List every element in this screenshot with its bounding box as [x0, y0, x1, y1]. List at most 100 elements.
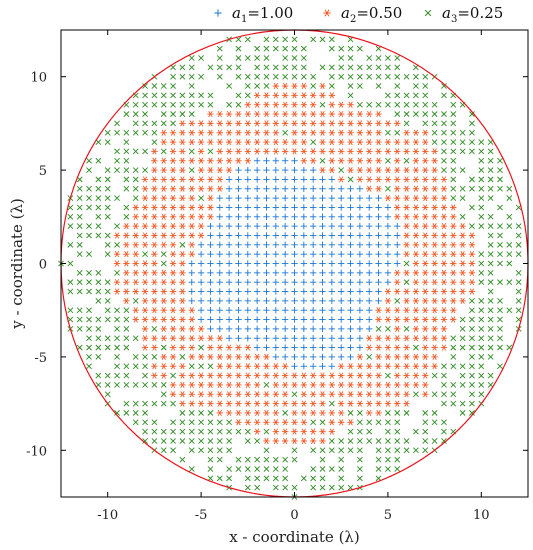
cross-marker: [207, 363, 214, 370]
asterisk-marker: [422, 213, 429, 220]
asterisk-marker: [151, 279, 158, 286]
asterisk-marker: [169, 381, 177, 389]
asterisk-marker: [281, 419, 289, 426]
cross-marker: [226, 428, 232, 435]
plus-marker: [263, 232, 270, 239]
asterisk-marker: [179, 166, 186, 174]
asterisk-marker: [160, 269, 167, 276]
cross-marker: [469, 139, 475, 145]
cross-marker: [291, 391, 298, 398]
cross-marker: [403, 73, 410, 80]
x-tick-label: 0: [290, 508, 298, 523]
plus-marker: [244, 213, 251, 220]
asterisk-marker: [347, 148, 354, 155]
plus-marker: [225, 185, 233, 192]
cross-marker: [450, 139, 457, 145]
plus-marker: [263, 269, 270, 277]
asterisk-marker: [179, 223, 186, 230]
cross-marker: [478, 139, 485, 145]
cross-marker: [198, 73, 204, 80]
cross-marker: [282, 64, 289, 71]
cross-marker: [179, 101, 186, 108]
cross-marker: [282, 466, 289, 472]
plus-marker: [244, 166, 251, 174]
plus-marker: [225, 316, 233, 323]
asterisk-marker: [309, 110, 317, 118]
cross-marker: [487, 176, 494, 183]
asterisk-marker: [440, 335, 448, 342]
plus-marker: [309, 204, 317, 211]
cross-marker: [487, 148, 494, 155]
cross-marker: [244, 484, 251, 491]
plus-marker: [375, 213, 382, 220]
plus-marker: [291, 335, 298, 342]
cross-marker: [188, 410, 195, 416]
asterisk-marker: [151, 195, 158, 202]
asterisk-marker: [300, 110, 308, 118]
cross-marker: [450, 354, 457, 360]
x-tick-label: 10: [473, 508, 490, 523]
asterisk-marker: [375, 335, 382, 342]
plus-marker: [225, 269, 233, 277]
cross-marker: [394, 101, 401, 108]
asterisk-marker: [291, 138, 298, 146]
asterisk-marker: [319, 148, 326, 155]
cross-marker: [366, 419, 373, 426]
plus-marker: [328, 250, 336, 258]
asterisk-marker: [207, 372, 214, 379]
cross-marker: [469, 344, 475, 351]
cross-marker: [170, 111, 176, 117]
asterisk-marker: [132, 241, 139, 248]
plus-marker: [356, 278, 364, 286]
asterisk-marker: [328, 138, 336, 146]
asterisk-marker: [216, 110, 223, 118]
cross-marker: [441, 400, 447, 407]
plus-marker: [225, 176, 233, 183]
asterisk-marker: [281, 92, 289, 99]
cross-marker: [515, 288, 522, 295]
asterisk-marker: [356, 148, 364, 155]
cross-marker: [282, 55, 289, 61]
plus-marker: [347, 325, 354, 333]
asterisk-marker: [197, 391, 205, 398]
asterisk-marker: [141, 260, 149, 267]
cross-marker: [366, 73, 373, 80]
asterisk-marker: [263, 391, 270, 398]
asterisk-marker: [403, 232, 410, 239]
plus-marker: [253, 269, 261, 277]
asterisk-marker: [412, 241, 420, 248]
asterisk-marker: [468, 269, 476, 276]
plus-marker: [300, 363, 308, 370]
asterisk-marker: [225, 138, 233, 146]
plus-marker: [235, 204, 242, 211]
cross-marker: [310, 447, 317, 454]
asterisk-marker: [281, 437, 289, 445]
asterisk-marker: [422, 269, 429, 276]
plus-marker: [281, 222, 289, 230]
cross-marker: [104, 167, 111, 173]
plus-marker: [338, 297, 345, 305]
y-tick-label: -5: [34, 351, 47, 366]
asterisk-marker: [300, 437, 308, 445]
plus-marker: [375, 204, 382, 211]
plus-marker: [309, 297, 317, 305]
cross-marker: [347, 410, 354, 416]
cross-marker: [104, 391, 111, 398]
cross-marker: [76, 288, 83, 295]
asterisk-marker: [291, 419, 298, 426]
cross-marker: [478, 279, 485, 286]
plus-marker: [263, 222, 270, 230]
asterisk-marker: [244, 391, 251, 398]
cross-marker: [469, 297, 475, 304]
cross-marker: [114, 307, 120, 314]
asterisk-marker: [300, 148, 308, 155]
plus-marker: [272, 278, 280, 286]
cross-marker: [300, 55, 307, 61]
plus-marker: [272, 166, 280, 174]
cross-marker: [198, 55, 204, 61]
asterisk-marker: [281, 372, 289, 379]
asterisk-marker: [160, 204, 167, 211]
cross-marker: [394, 83, 401, 89]
cross-marker: [487, 297, 494, 304]
plus-marker: [225, 288, 233, 295]
